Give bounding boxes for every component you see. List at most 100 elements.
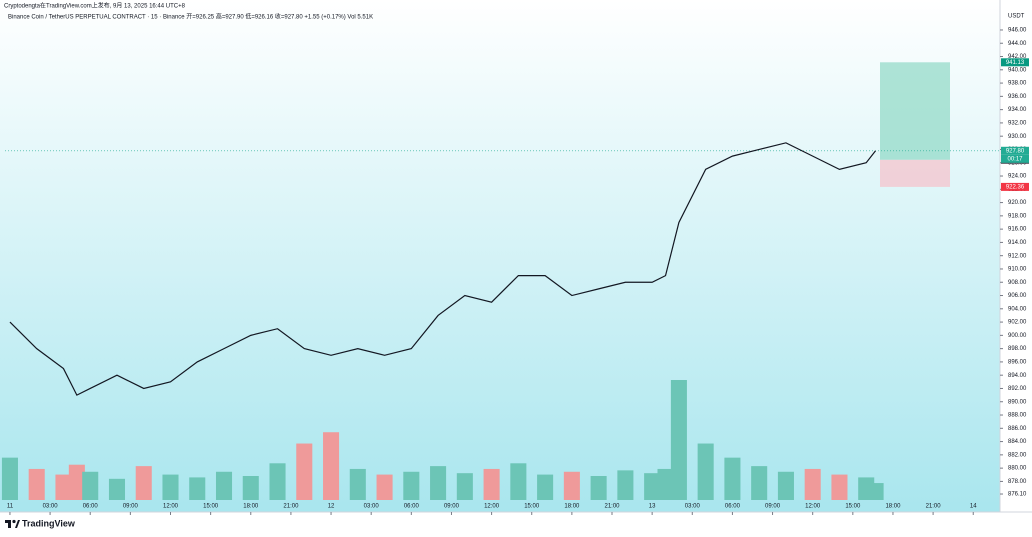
- volume-bar: [657, 468, 674, 500]
- y-tick-label: 880.00: [1008, 466, 1027, 472]
- y-tick-label: 882.00: [1008, 452, 1027, 458]
- y-tick-label: 930.00: [1008, 134, 1027, 140]
- x-tick-label: 03:00: [43, 504, 59, 510]
- volume-bar: [215, 471, 233, 500]
- x-tick-label: 18:00: [564, 504, 580, 510]
- plot-background: [0, 0, 1000, 512]
- countdown-box: [1001, 154, 1029, 163]
- volume-bar: [644, 473, 661, 500]
- y-tick-label: 912.00: [1008, 253, 1027, 259]
- y-tick-label: 898.00: [1008, 346, 1027, 352]
- x-tick-label: 09:00: [123, 504, 139, 510]
- y-tick-label: 916.00: [1008, 227, 1027, 233]
- x-tick-label: 15:00: [524, 504, 540, 510]
- x-tick-label: 11: [7, 504, 14, 510]
- y-tick-label: 894.00: [1008, 373, 1027, 379]
- price-label-box: [1001, 146, 1029, 155]
- volume-bar: [1, 457, 18, 500]
- volume-bar: [68, 464, 85, 500]
- x-tick-label: 13: [649, 504, 656, 510]
- price-label: 941.13: [1006, 60, 1025, 66]
- volume-bar: [563, 471, 580, 500]
- x-tick-label: 09:00: [444, 504, 460, 510]
- brand: TradingView: [22, 518, 76, 528]
- volume-bar: [751, 466, 768, 500]
- volume-bar: [697, 443, 714, 500]
- target-zone: [880, 62, 950, 160]
- y-tick-label: 944.00: [1008, 41, 1027, 47]
- volume-bar: [189, 477, 206, 500]
- y-tick-label: 892.00: [1008, 386, 1027, 392]
- volume-bar: [430, 466, 447, 500]
- volume-bar: [403, 471, 420, 500]
- volume-bar: [617, 470, 634, 500]
- y-tick-label: 902.00: [1008, 320, 1027, 326]
- volume-bar: [724, 457, 741, 500]
- volume-bar: [537, 474, 554, 500]
- volume-bar: [376, 474, 393, 500]
- x-tick-label: 21:00: [926, 504, 942, 510]
- logo: [5, 519, 20, 528]
- y-tick-label: 896.00: [1008, 359, 1027, 365]
- x-tick-label: 06:00: [725, 504, 741, 510]
- x-tick-label: 21:00: [604, 504, 620, 510]
- volume-bar: [269, 463, 286, 500]
- y-tick-label: 942.00: [1008, 54, 1027, 60]
- y-tick-label: 888.00: [1008, 413, 1027, 419]
- volume-bar: [242, 476, 259, 500]
- y-tick-label: 910.00: [1008, 267, 1027, 273]
- countdown: 00:17: [1007, 156, 1023, 162]
- volume-bar: [483, 468, 500, 500]
- x-tick-label: 15:00: [203, 504, 219, 510]
- volume-bar: [323, 432, 340, 500]
- x-tick-label: 18:00: [885, 504, 901, 510]
- price-line: [9, 142, 877, 396]
- x-tick-label: 12:00: [805, 504, 821, 510]
- y-tick-label: 886.00: [1008, 426, 1027, 432]
- y-tick-label: 876.10: [1008, 492, 1027, 498]
- y-tick-label: 906.00: [1008, 293, 1027, 299]
- volume-bar: [135, 466, 152, 500]
- volume-bar: [510, 463, 527, 500]
- volume-bar: [777, 471, 794, 500]
- x-tick-label: 12:00: [484, 504, 500, 510]
- y-tick-label: 934.00: [1008, 107, 1027, 113]
- y-tick-label: 890.00: [1008, 399, 1027, 405]
- y-tick-label: 878.00: [1008, 479, 1027, 485]
- volume-bar: [831, 474, 848, 500]
- price-label-box: [1001, 182, 1029, 191]
- y-tick-label: 918.00: [1008, 213, 1027, 219]
- volume-bar: [55, 474, 72, 500]
- x-tick-label: 03:00: [685, 504, 701, 510]
- y-tick-label: 932.00: [1008, 120, 1027, 126]
- x-tick-label: 06:00: [404, 504, 420, 510]
- y-tick-label: 936.00: [1008, 94, 1027, 100]
- volume-bar: [296, 443, 313, 500]
- x-tick-label: 09:00: [765, 504, 781, 510]
- y-tick-label: 938.00: [1008, 81, 1027, 87]
- y-tick-label: 940.00: [1008, 67, 1027, 73]
- y-tick-label: 908.00: [1008, 280, 1027, 286]
- volume-bar: [28, 468, 45, 500]
- x-tick-label: 18:00: [243, 504, 259, 510]
- price-label: 927.80: [1006, 148, 1025, 154]
- x-tick-label: 12:00: [163, 504, 179, 510]
- published-text: Cryptodengta在TradingView.com上发布, 9月 13, …: [4, 2, 186, 10]
- y-tick-label: 920.00: [1008, 200, 1027, 206]
- volume-bar: [456, 473, 473, 500]
- volume-bar: [590, 476, 607, 500]
- x-tick-label: 14: [970, 504, 977, 510]
- volume-bar: [82, 471, 99, 500]
- y-tick-label: 914.00: [1008, 240, 1027, 246]
- x-tick-label: 21:00: [283, 504, 299, 510]
- y-tick-label: 946.00: [1008, 28, 1027, 34]
- x-tick-label: 06:00: [83, 504, 99, 510]
- x-tick-label: 03:00: [364, 504, 380, 510]
- volume-bar: [804, 468, 821, 500]
- y-tick-label: 924.00: [1008, 174, 1027, 180]
- x-tick-label: 15:00: [845, 504, 861, 510]
- volume-bar: [108, 478, 126, 500]
- price-label: 922.36: [1006, 184, 1025, 190]
- volume-bar: [670, 380, 687, 500]
